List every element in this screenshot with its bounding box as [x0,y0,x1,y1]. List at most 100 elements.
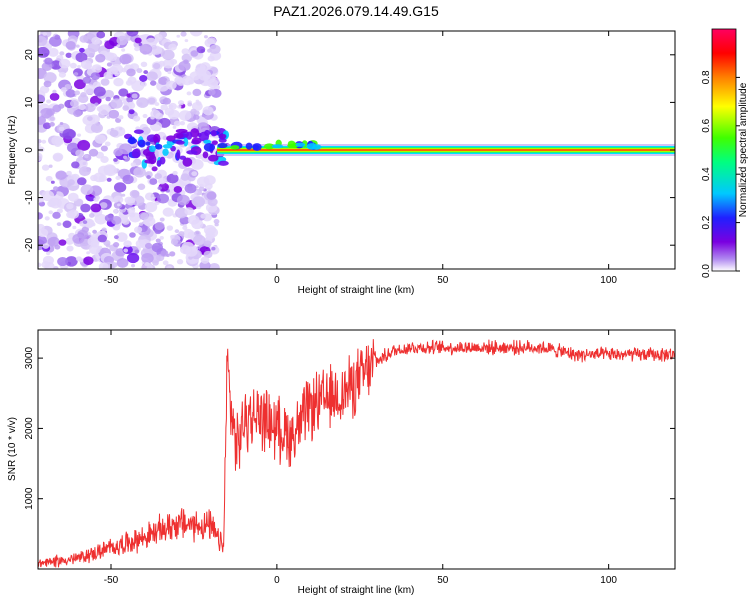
snr-xtick-label: 100 [600,575,617,586]
heatmap-noise-blob [195,99,200,103]
heatmap-noise-blob [152,62,161,70]
heatmap-noise-blob [153,33,163,42]
heatmap-noise-blob [65,52,72,58]
heatmap-noise-blob [134,46,140,52]
heatmap-noise-blob [203,224,217,236]
heatmap-cluster-blob [162,144,173,149]
heatmap-noise-blob [95,53,106,63]
heatmap-noise-blob [104,40,115,50]
heatmap-noise-blob [67,192,79,202]
heatmap-noise-blob [96,106,104,112]
heatmap-noise-blob [137,183,146,190]
heatmap-noise-blob [41,164,50,171]
heatmap-noise-blob [43,72,57,84]
spectrogram-xtick-label: 100 [600,275,617,286]
snr-ylabel: SNR (10 * v/v) [7,417,18,481]
heatmap-noise-blob [111,215,122,225]
heatmap-noise-blob [73,79,86,90]
heatmap-noise-blob [121,218,130,225]
heatmap-noise-blob [213,218,220,224]
heatmap-noise-blob [176,259,184,265]
heatmap-noise-blob [144,262,150,267]
heatmap-noise-blob [147,97,156,105]
heatmap-noise-blob [90,203,102,213]
heatmap-noise-blob [192,234,206,246]
heatmap-noise-blob [54,137,64,146]
heatmap-noise-blob [79,47,85,53]
heatmap-noise-blob [83,84,97,95]
heatmap-noise-blob [154,221,165,231]
heatmap-cluster-blob [154,143,163,150]
heatmap-noise-blob [141,126,151,135]
heatmap-noise-blob [192,196,206,208]
heatmap-noise-blob [60,87,67,93]
heatmap-noise-blob [53,186,59,191]
heatmap-noise-blob [119,53,132,65]
heatmap-noise-blob [196,176,210,188]
heatmap-noise-blob [214,222,219,227]
heatmap-noise-blob [38,154,43,161]
heatmap-noise-blob [157,186,162,191]
heatmap-noise-blob [167,109,180,120]
snr-xlabel: Height of straight line (km) [298,585,415,596]
heatmap-cluster-blob [202,151,209,159]
snr-xtick-label: -50 [104,575,119,586]
heatmap-noise-blob [65,256,78,267]
heatmap-noise-blob [92,229,98,234]
heatmap-noise-blob [59,51,65,56]
heatmap-noise-blob [62,128,76,140]
heatmap-noise-blob [136,68,143,74]
heatmap-noise-blob [150,80,157,86]
heatmap-noise-blob [52,211,61,219]
heatmap-noise-blob [174,229,180,234]
heatmap-noise-blob [53,266,59,269]
heatmap-noise-blob [59,122,64,126]
colorbar-label: Normalized spectral amplitude [738,82,749,217]
heatmap-noise-blob [162,97,171,105]
spectrogram-ylabel: Frequency (Hz) [7,116,18,185]
heatmap-cluster-blob [179,155,187,160]
heatmap-cluster-blob [204,129,211,137]
heatmap-noise-blob [65,89,76,98]
heatmap-noise-blob [126,97,133,103]
heatmap-noise-blob [149,178,158,185]
heatmap-cluster-blob [173,132,184,139]
heatmap-noise-blob [158,177,167,185]
heatmap-noise-blob [38,196,45,203]
heatmap-noise-blob [115,175,121,181]
heatmap-noise-blob [73,72,79,76]
heatmap-line-bump [252,144,260,150]
heatmap-noise-blob [41,261,50,269]
heatmap-noise-blob [104,165,117,177]
heatmap-noise-blob [77,177,87,186]
heatmap-noise-blob [134,37,142,44]
heatmap-noise-blob [203,240,212,248]
heatmap-noise-blob [128,109,135,115]
heatmap-noise-blob [38,262,42,268]
heatmap-noise-blob [97,234,107,243]
heatmap-line-core [217,149,675,151]
heatmap-noise-blob [99,202,108,209]
heatmap-noise-blob [142,113,148,119]
snr-frame [37,329,676,570]
heatmap-noise-blob [116,257,129,268]
heatmap-noise-blob [148,163,154,168]
heatmap-noise-blob [38,201,46,207]
heatmap-noise-blob [176,194,190,206]
heatmap-noise-blob [93,172,105,183]
heatmap-cluster-blob [144,159,155,164]
heatmap-noise-blob [74,90,81,96]
heatmap-noise-blob [113,235,119,240]
heatmap-noise-blob [55,170,67,180]
heatmap-line-bump [230,145,240,150]
heatmap-noise-blob [98,262,109,269]
heatmap-noise-blob [38,235,47,246]
heatmap-noise-blob [146,71,158,82]
heatmap-cluster-blob [145,141,151,146]
heatmap-noise-blob [94,134,107,144]
heatmap-noise-blob [79,35,89,43]
heatmap-noise-blob [167,70,172,75]
heatmap-noise-blob [154,102,160,107]
heatmap-noise-blob [130,162,137,167]
heatmap-noise-blob [91,36,101,45]
